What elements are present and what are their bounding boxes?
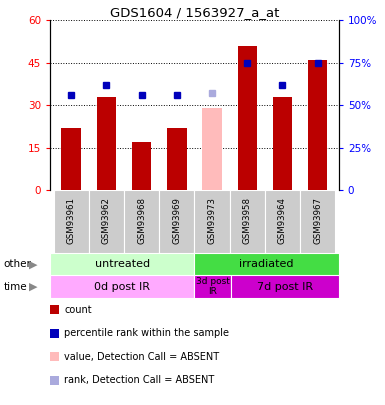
Bar (273, 97, 292, 190)
Text: GSM93964: GSM93964 (278, 197, 287, 244)
Text: GSM93968: GSM93968 (137, 197, 146, 244)
Text: count: count (64, 305, 92, 315)
Text: 0d post IR: 0d post IR (94, 281, 150, 292)
Text: GSM93958: GSM93958 (243, 197, 252, 244)
Bar (132, 142, 151, 190)
Bar (124, 190, 159, 253)
Text: value, Detection Call = ABSENT: value, Detection Call = ABSENT (64, 352, 219, 362)
Text: rank, Detection Call = ABSENT: rank, Detection Call = ABSENT (64, 375, 214, 385)
Text: 3d post
IR: 3d post IR (196, 277, 229, 296)
Bar (159, 190, 194, 253)
Bar (265, 190, 300, 253)
Bar (300, 190, 335, 253)
Text: ▶: ▶ (28, 281, 37, 292)
Bar (238, 46, 257, 190)
Text: GSM93961: GSM93961 (67, 197, 76, 244)
Text: GSM93967: GSM93967 (313, 197, 322, 244)
Text: untreated: untreated (95, 259, 150, 269)
Bar (54, 190, 89, 253)
Text: GSM93969: GSM93969 (172, 197, 181, 244)
Bar (167, 128, 186, 190)
Title: GDS1604 / 1563927_a_at: GDS1604 / 1563927_a_at (110, 6, 279, 19)
Bar (308, 60, 327, 190)
Bar (62, 128, 81, 190)
Bar (50, 275, 194, 298)
Bar (89, 190, 124, 253)
Bar (229, 190, 265, 253)
Bar (194, 253, 339, 275)
Bar (203, 108, 222, 190)
Bar (194, 190, 229, 253)
Bar (50, 253, 194, 275)
Bar (194, 275, 231, 298)
Text: irradiated: irradiated (239, 259, 294, 269)
Bar (231, 275, 339, 298)
Text: percentile rank within the sample: percentile rank within the sample (64, 328, 229, 338)
Text: ▶: ▶ (28, 259, 37, 269)
Text: other: other (4, 259, 32, 269)
Text: 7d post IR: 7d post IR (256, 281, 313, 292)
Text: GSM93973: GSM93973 (208, 197, 216, 244)
Text: time: time (4, 281, 27, 292)
Bar (97, 97, 116, 190)
Text: GSM93962: GSM93962 (102, 197, 111, 244)
